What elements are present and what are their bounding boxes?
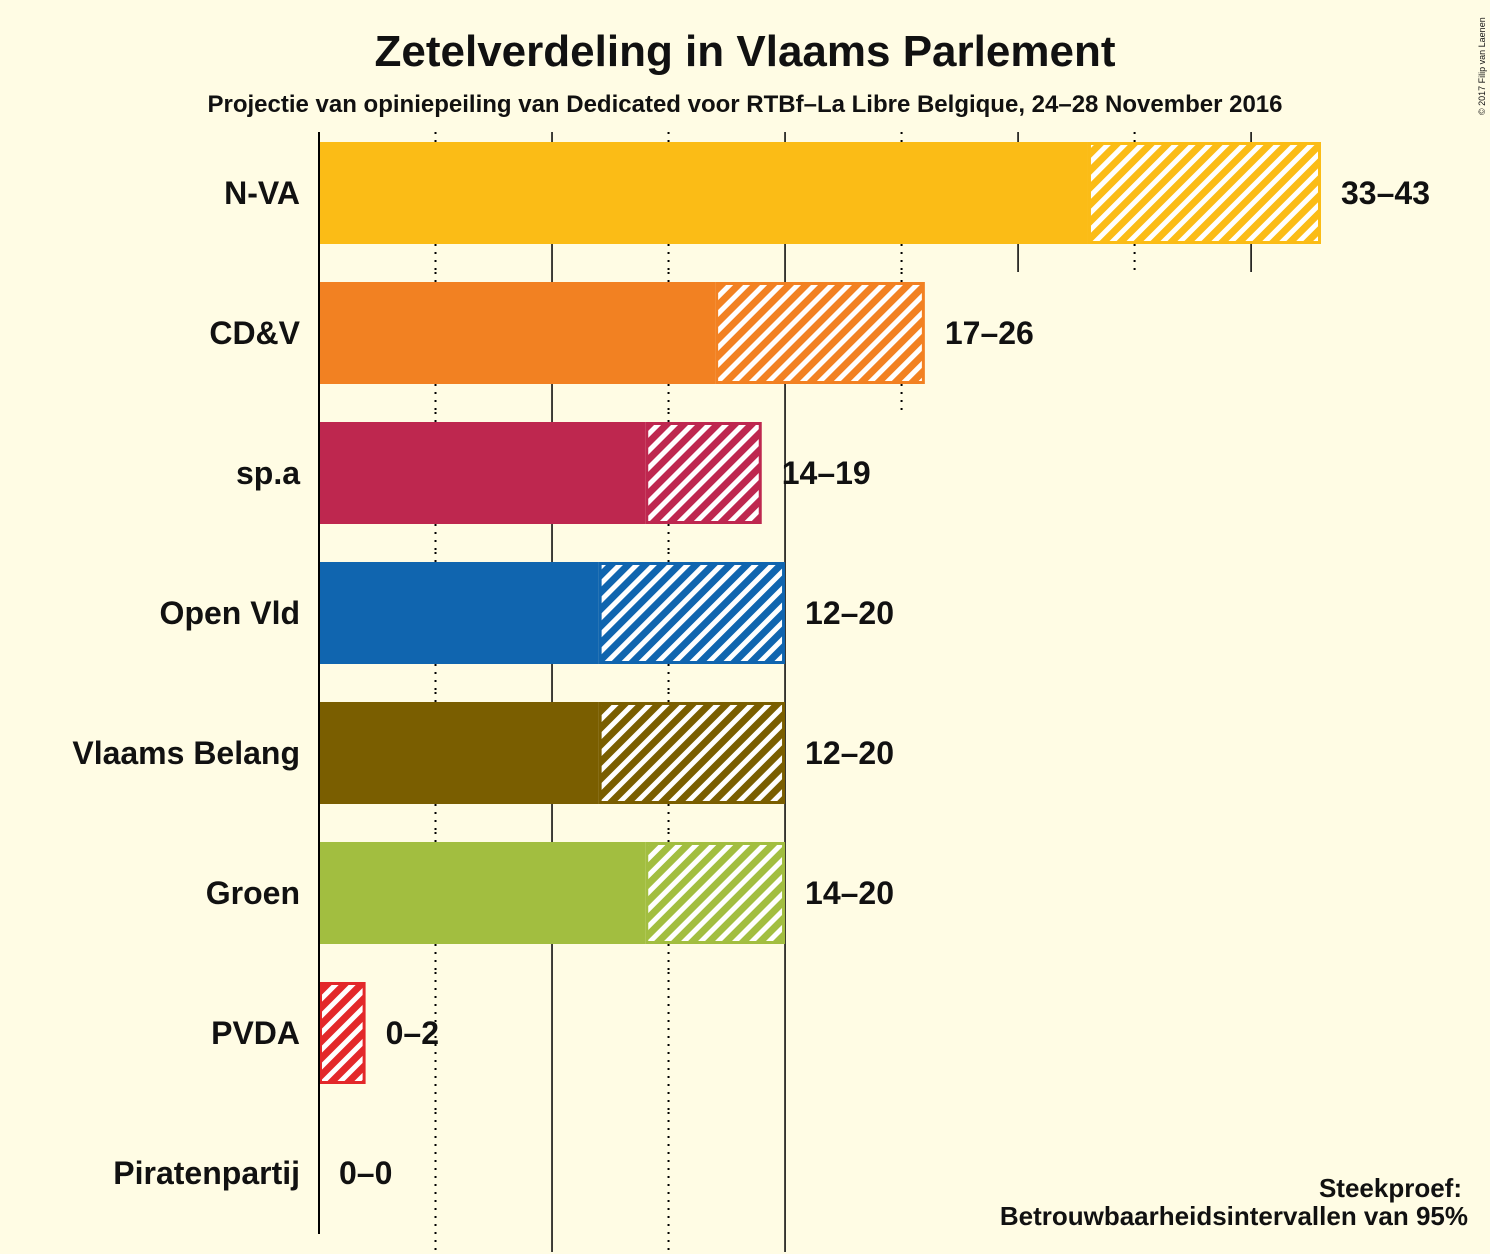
bar-solid-n-va xyxy=(319,142,1088,244)
bar-interval-pvda xyxy=(319,982,366,1084)
legend-line-1: Steekproef: xyxy=(1319,1173,1462,1203)
bar-solid-sp-a xyxy=(319,422,646,524)
party-label-vlaams-belang: Vlaams Belang xyxy=(72,735,300,771)
copyright-notice: © 2017 Filip van Laenen xyxy=(1477,17,1487,115)
range-label-n-va: 33–43 xyxy=(1341,175,1430,211)
range-label-piratenpartij: 0–0 xyxy=(339,1155,392,1191)
party-label-pvda: PVDA xyxy=(211,1015,300,1051)
chart-title: Zetelverdeling in Vlaams Parlement xyxy=(375,27,1116,76)
range-label-vlaams-belang: 12–20 xyxy=(805,735,894,771)
party-label-piratenpartij: Piratenpartij xyxy=(113,1155,300,1191)
chart-subtitle: Projectie van opiniepeiling van Dedicate… xyxy=(207,91,1282,118)
bar-solid-vlaams-belang xyxy=(319,702,599,804)
bar-interval-vlaams-belang xyxy=(598,702,786,804)
bar-solid-groen xyxy=(319,842,646,944)
bar-interval-sp-a xyxy=(645,422,762,524)
party-label-n-va: N-VA xyxy=(224,175,300,211)
range-label-sp-a: 14–19 xyxy=(782,455,871,491)
party-label-groen: Groen xyxy=(206,875,300,911)
party-label-cd-v: CD&V xyxy=(209,315,300,351)
party-label-sp-a: sp.a xyxy=(236,455,300,491)
range-label-open-vld: 12–20 xyxy=(805,595,894,631)
bar-interval-groen xyxy=(645,842,786,944)
legend-line-2: Betrouwbaarheidsintervallen van 95% xyxy=(1000,1201,1468,1231)
bars: N-VA 33–43 CD&V 17–26 sp.a 14–19 Open Vld 12–20… xyxy=(72,142,1430,1191)
range-label-cd-v: 17–26 xyxy=(945,315,1034,351)
bar-solid-open-vld xyxy=(319,562,599,664)
bar-interval-n-va xyxy=(1087,142,1321,244)
bar-interval-cd-v xyxy=(715,282,925,384)
party-label-open-vld: Open Vld xyxy=(160,595,300,631)
bar-interval-open-vld xyxy=(598,562,786,664)
range-label-pvda: 0–2 xyxy=(386,1015,439,1051)
range-label-groen: 14–20 xyxy=(805,875,894,911)
bar-solid-cd-v xyxy=(319,282,716,384)
